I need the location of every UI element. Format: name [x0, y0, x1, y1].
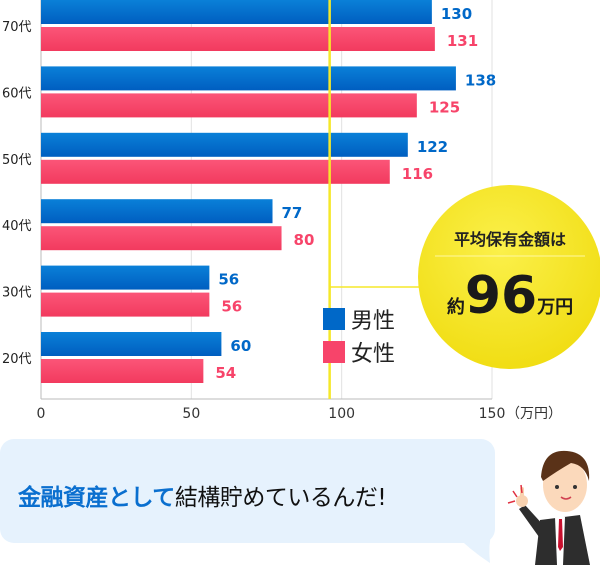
- category-label: 50代: [2, 153, 32, 168]
- bar-female: [41, 359, 204, 383]
- bar-value-label: 60: [230, 337, 251, 355]
- bar-value-label: 125: [429, 98, 460, 116]
- bar-value-label: 131: [447, 32, 478, 50]
- bar-value-label: 80: [294, 231, 315, 249]
- bar-value-label: 77: [282, 204, 303, 222]
- category-label: 30代: [2, 286, 32, 301]
- bar-female: [41, 159, 390, 184]
- bar-female: [41, 93, 417, 118]
- speech-text: 金融資産として結構貯めているんだ!: [18, 478, 387, 512]
- bar-value-label: 122: [417, 138, 448, 156]
- x-tick-label: 0: [37, 406, 46, 422]
- x-tick-label: 150: [479, 406, 506, 422]
- legend-label: 男性: [351, 309, 395, 334]
- bar-value-label: 56: [221, 298, 242, 316]
- bar-male: [41, 332, 222, 356]
- speech-highlight: 金融資産として: [18, 485, 175, 511]
- bar-male: [41, 199, 273, 224]
- callout-title: 平均保有金額は: [454, 230, 566, 249]
- speech-bubble-tail: [450, 530, 492, 563]
- bar-female: [41, 292, 210, 317]
- bar-male: [41, 265, 210, 290]
- x-unit-label: （万円）: [506, 406, 562, 422]
- category-label: 60代: [2, 86, 32, 101]
- bar-male: [41, 66, 456, 91]
- speech-rest: 結構貯めているんだ!: [174, 485, 387, 511]
- bar-value-label: 56: [218, 271, 239, 289]
- bar-value-label: 138: [465, 71, 496, 89]
- category-label: 20代: [2, 352, 32, 367]
- category-label: 70代: [2, 20, 32, 35]
- speech-bubble: [0, 439, 495, 543]
- legend-swatch: [323, 341, 345, 363]
- legend-swatch: [323, 308, 345, 330]
- callout-value: 約96万円: [447, 266, 573, 326]
- bar-female: [41, 226, 282, 251]
- bar-chart: 130 131 138 125 122 116 77 80 56 56 60 54 70代 60代 50代…: [2, 0, 600, 422]
- bar-male: [41, 132, 408, 157]
- businessman-icon: [507, 450, 590, 565]
- bar-male: [41, 0, 432, 24]
- bar-female: [41, 27, 435, 51]
- x-tick-label: 50: [182, 406, 200, 422]
- x-tick-label: 100: [328, 406, 355, 422]
- bar-value-label: 54: [215, 364, 236, 382]
- bar-value-label: 116: [402, 165, 433, 183]
- average-callout-circle: [418, 185, 600, 369]
- bar-value-label: 130: [441, 5, 472, 23]
- category-label: 40代: [2, 219, 32, 234]
- legend-label: 女性: [351, 342, 395, 367]
